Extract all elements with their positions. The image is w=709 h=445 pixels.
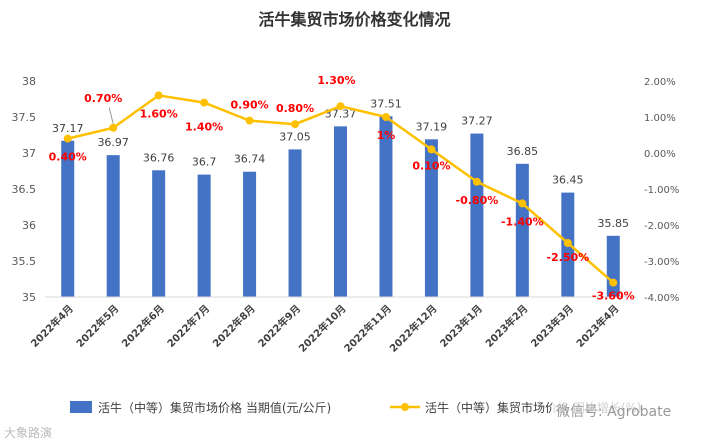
bar-value-label: 36.45 [552,174,584,187]
bar-value-label: 35.85 [598,217,630,230]
growth-value-label: -3.60% [592,290,635,303]
growth-value-label: 1% [377,129,396,142]
x-tick-label: 2023年2月 [483,302,531,350]
x-tick-label: 2022年11月 [341,302,394,355]
bar [515,163,529,297]
y-right-tick-label: -3.00% [644,257,679,268]
x-tick-label: 2022年6月 [119,302,167,350]
x-tick-label: 2022年9月 [255,302,303,350]
growth-point [609,278,618,287]
growth-value-label: -0.80% [456,194,499,207]
growth-point [381,113,390,121]
bar [606,235,620,297]
bar-value-label: 37.19 [416,120,448,133]
legend-line-marker [401,403,409,411]
chart-title: 活牛集贸市场价格变化情况 [258,10,451,29]
growth-point [427,145,436,154]
legend-bar-swatch [70,401,92,413]
bar-value-label: 37.05 [279,130,311,143]
bar [106,155,120,297]
growth-value-label: 0.10% [412,159,450,172]
bar [61,140,75,297]
growth-value-label: 0.80% [276,102,314,115]
growth-point [518,199,527,208]
growth-value-label: 0.90% [230,99,268,112]
x-tick-label: 2023年3月 [528,302,576,350]
x-tick-label: 2022年4月 [28,302,76,350]
growth-point [336,102,345,111]
y-right-tick-label: -1.00% [644,185,679,196]
y-right-tick-label: -2.00% [644,221,679,232]
watermark-right: 微信号: Agrobate [552,401,676,421]
growth-point [472,177,481,186]
bar-value-label: 37.17 [52,122,84,135]
growth-value-label: 0.40% [49,151,87,164]
y-right-tick-label: 1.00% [644,113,676,124]
y-right-tick-label: 2.00% [644,77,676,88]
label-leader-line [108,107,114,124]
bar [288,149,302,297]
x-tick-label: 2022年12月 [387,302,440,355]
x-tick-label: 2023年1月 [437,302,485,350]
x-tick-label: 2022年8月 [210,302,258,350]
growth-value-label: 1.40% [185,121,223,134]
bar [424,139,438,297]
bar [334,126,347,297]
bar [197,174,211,297]
bar-value-label: 36.85 [507,145,539,158]
y-left-tick-label: 35.5 [12,255,37,268]
bar [243,171,257,297]
growth-point [109,123,118,132]
y-right-tick-label: -4.00% [644,293,679,304]
bar-value-label: 37.27 [461,115,493,128]
x-tick-label: 2022年5月 [73,302,121,350]
bar [152,170,166,297]
bar-value-label: 36.7 [192,156,217,169]
y-left-tick-label: 37 [22,147,36,160]
y-left-tick-label: 36.5 [12,183,37,196]
bar-value-label: 37.51 [370,97,402,110]
y-left-tick-label: 37.5 [12,111,37,124]
growth-value-label: 1.60% [140,107,178,120]
growth-point [63,134,72,143]
growth-value-label: 0.70% [84,92,122,105]
bar [379,116,393,297]
x-tick-label: 2022年7月 [164,302,212,350]
growth-value-label: -2.50% [546,251,589,264]
x-tick-label: 2023年4月 [573,302,621,350]
y-right-tick-label: 0.00% [644,149,676,160]
y-left-tick-label: 38 [22,75,36,88]
growth-point [200,98,209,107]
bar-value-label: 36.74 [234,153,266,166]
watermark-left: 大象路演 [4,426,53,440]
growth-point [154,91,163,100]
growth-point [245,116,254,125]
y-left-tick-label: 36 [22,219,36,232]
y-left-tick-label: 35 [22,291,36,304]
x-tick-label: 2022年10月 [296,302,349,355]
growth-point [563,239,572,247]
bar-value-label: 36.97 [97,136,129,149]
growth-point [291,120,300,129]
growth-value-label: 1.30% [317,74,355,87]
legend-bar-label: 活牛（中等）集贸市场价格 当期值(元/公斤) [98,400,331,415]
bar [470,133,484,297]
growth-value-label: -1.40% [501,215,544,228]
bar-value-label: 36.76 [143,151,175,164]
